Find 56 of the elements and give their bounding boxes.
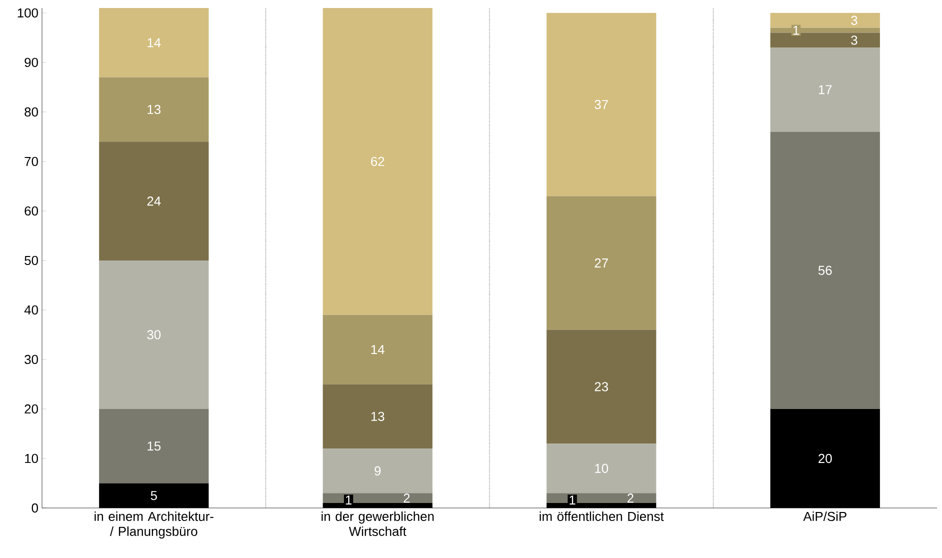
y-tick-label: 100: [18, 8, 38, 18]
data-label: 56: [818, 266, 832, 275]
bar: [99, 408, 209, 484]
data-label: 27: [594, 258, 608, 268]
data-label: 14: [148, 38, 161, 48]
data-label: 17: [818, 85, 832, 94]
data-label: 23: [594, 382, 608, 392]
data-label: 13: [148, 104, 161, 114]
data-label: 15: [148, 442, 161, 451]
bar: [322, 8, 432, 315]
data-label: 2: [628, 494, 634, 503]
data-label: 37: [594, 100, 608, 110]
y-tick-label: 10: [25, 454, 38, 464]
bar: [322, 384, 432, 449]
bar: [99, 77, 209, 142]
y-tick-label: 40: [24, 305, 38, 315]
bar: [322, 314, 432, 384]
data-label: 62: [371, 156, 384, 166]
data-label: 13: [371, 412, 384, 421]
bar: [546, 12, 656, 196]
data-label: 9: [374, 466, 381, 476]
bar: [322, 493, 432, 504]
data-label: 1: [570, 496, 576, 505]
bar: [546, 196, 656, 330]
data-label: 3: [851, 36, 858, 45]
data-label: 24: [147, 196, 161, 206]
bar: [770, 132, 880, 409]
data-label: 30: [147, 330, 161, 340]
data-label: 1: [346, 496, 352, 505]
bar: [546, 444, 656, 494]
bar: [99, 260, 209, 409]
y-tick-label: 50: [24, 256, 38, 266]
y-tick-label: 30: [24, 354, 38, 364]
bar: [99, 8, 209, 78]
bar: [546, 493, 656, 504]
y-tick-label: 80: [24, 107, 38, 117]
data-label: 20: [818, 454, 832, 464]
x-tick-label: in einem Architektur-/ Planungsbüro: [94, 512, 214, 539]
data-label: 14: [371, 345, 384, 354]
y-tick-label: 60: [24, 206, 38, 216]
data-label: 10: [595, 464, 608, 473]
bar: [546, 330, 656, 444]
data-label: 1: [793, 26, 800, 35]
data-label: 3: [851, 16, 858, 25]
y-tick-label: 70: [24, 156, 38, 166]
y-tick-label: 90: [24, 58, 38, 68]
x-tick-label: im öffentlichen Dienst: [540, 512, 664, 522]
data-label: 5: [150, 491, 157, 500]
bar: [770, 48, 880, 132]
x-tick-label: AiP/SiP: [803, 512, 846, 522]
y-tick-label: 20: [24, 404, 38, 414]
bar: [322, 448, 432, 494]
data-label: 2: [404, 494, 410, 503]
bar: [99, 142, 209, 260]
x-tick-label: in der gewerblichen Wirtschaft: [322, 512, 434, 536]
y-tick-label: 0: [32, 503, 38, 513]
